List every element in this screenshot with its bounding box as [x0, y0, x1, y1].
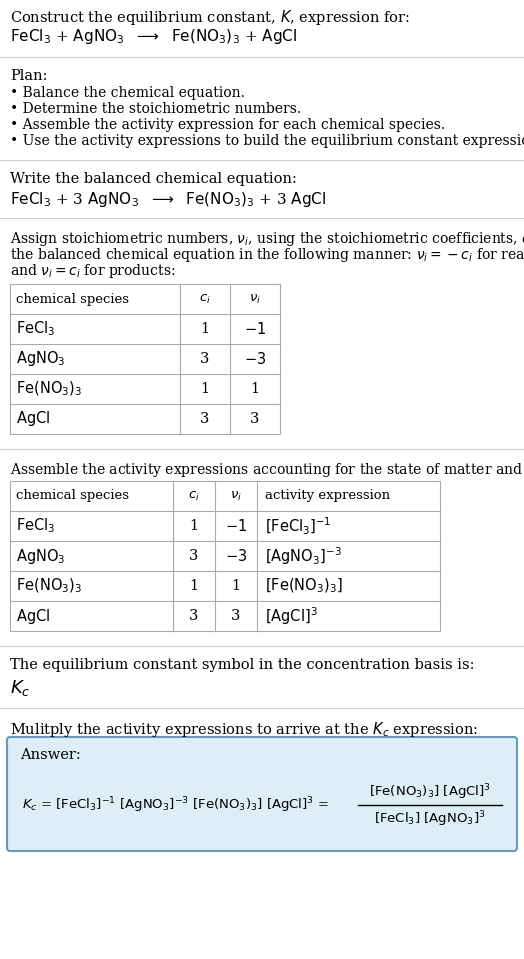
Text: Assign stoichiometric numbers, $\nu_i$, using the stoichiometric coefficients, $: Assign stoichiometric numbers, $\nu_i$, … — [10, 230, 524, 248]
Text: $[\mathrm{AgNO_3}]^{-3}$: $[\mathrm{AgNO_3}]^{-3}$ — [265, 545, 342, 567]
Text: 3: 3 — [250, 412, 260, 426]
Text: chemical species: chemical species — [16, 489, 129, 503]
Text: $\mathrm{FeCl_3}$: $\mathrm{FeCl_3}$ — [16, 517, 56, 535]
Text: $\mathrm{AgCl}$: $\mathrm{AgCl}$ — [16, 606, 50, 625]
Text: $K_c$ = $[\mathrm{FeCl_3}]^{-1}$ $[\mathrm{AgNO_3}]^{-3}$ $[\mathrm{Fe(NO_3)_3}]: $K_c$ = $[\mathrm{FeCl_3}]^{-1}$ $[\math… — [22, 795, 329, 815]
Text: $\mathrm{FeCl_3}$: $\mathrm{FeCl_3}$ — [16, 319, 56, 339]
Text: Plan:: Plan: — [10, 69, 48, 83]
Text: $\nu_i$: $\nu_i$ — [249, 292, 261, 306]
Text: 3: 3 — [189, 549, 199, 563]
Text: $[\mathrm{Fe(NO_3)_3}]\ [\mathrm{AgCl}]^3$: $[\mathrm{Fe(NO_3)_3}]\ [\mathrm{AgCl}]^… — [369, 783, 491, 802]
Text: 1: 1 — [201, 382, 210, 396]
Text: $c_i$: $c_i$ — [188, 489, 200, 503]
Text: Assemble the activity expressions accounting for the state of matter and $\nu_i$: Assemble the activity expressions accoun… — [10, 461, 524, 479]
Text: 3: 3 — [189, 609, 199, 623]
Text: 1: 1 — [201, 322, 210, 336]
Text: • Balance the chemical equation.: • Balance the chemical equation. — [10, 86, 245, 100]
Text: 1: 1 — [232, 579, 241, 593]
Text: 1: 1 — [250, 382, 259, 396]
FancyBboxPatch shape — [7, 737, 517, 851]
Text: $\mathrm{Fe(NO_3)_3}$: $\mathrm{Fe(NO_3)_3}$ — [16, 576, 82, 596]
Text: $\mathrm{AgNO_3}$: $\mathrm{AgNO_3}$ — [16, 547, 66, 566]
Text: $c_i$: $c_i$ — [199, 292, 211, 306]
Text: $[\mathrm{FeCl_3}]^{-1}$: $[\mathrm{FeCl_3}]^{-1}$ — [265, 515, 332, 536]
Text: $K_c$: $K_c$ — [10, 678, 30, 698]
Text: • Use the activity expressions to build the equilibrium constant expression.: • Use the activity expressions to build … — [10, 134, 524, 148]
Text: 3: 3 — [231, 609, 241, 623]
Text: $\mathrm{AgCl}$: $\mathrm{AgCl}$ — [16, 409, 50, 429]
Text: $\nu_i$: $\nu_i$ — [230, 489, 242, 503]
Text: 3: 3 — [200, 412, 210, 426]
Text: Write the balanced chemical equation:: Write the balanced chemical equation: — [10, 172, 297, 186]
Text: 1: 1 — [190, 579, 199, 593]
Text: Mulitply the activity expressions to arrive at the $K_c$ expression:: Mulitply the activity expressions to arr… — [10, 720, 478, 739]
Text: $-3$: $-3$ — [225, 548, 247, 564]
Bar — [10, 481, 440, 631]
Text: • Assemble the activity expression for each chemical species.: • Assemble the activity expression for e… — [10, 118, 445, 132]
Text: $[\mathrm{Fe(NO_3)_3}]$: $[\mathrm{Fe(NO_3)_3}]$ — [265, 576, 343, 596]
Text: activity expression: activity expression — [265, 489, 390, 503]
Text: The equilibrium constant symbol in the concentration basis is:: The equilibrium constant symbol in the c… — [10, 658, 475, 672]
Text: 3: 3 — [200, 352, 210, 366]
Text: $\mathrm{AgNO_3}$: $\mathrm{AgNO_3}$ — [16, 349, 66, 368]
Text: 1: 1 — [190, 519, 199, 533]
Text: $\mathrm{Fe(NO_3)_3}$: $\mathrm{Fe(NO_3)_3}$ — [16, 380, 82, 398]
Text: $\mathrm{FeCl_3}$ + 3 $\mathrm{AgNO_3}$  $\longrightarrow$  $\mathrm{Fe(NO_3)_3}: $\mathrm{FeCl_3}$ + 3 $\mathrm{AgNO_3}$ … — [10, 190, 326, 209]
Text: the balanced chemical equation in the following manner: $\nu_i = -c_i$ for react: the balanced chemical equation in the fo… — [10, 246, 524, 264]
Text: • Determine the stoichiometric numbers.: • Determine the stoichiometric numbers. — [10, 102, 301, 116]
Bar — [10, 284, 280, 434]
Text: $[\mathrm{AgCl}]^3$: $[\mathrm{AgCl}]^3$ — [265, 605, 318, 627]
Text: $[\mathrm{FeCl_3}]\ [\mathrm{AgNO_3}]^3$: $[\mathrm{FeCl_3}]\ [\mathrm{AgNO_3}]^3$ — [374, 809, 486, 829]
Text: $-1$: $-1$ — [244, 321, 266, 337]
Text: Construct the equilibrium constant, $K$, expression for:: Construct the equilibrium constant, $K$,… — [10, 8, 410, 27]
Text: $-3$: $-3$ — [244, 351, 266, 367]
Text: and $\nu_i = c_i$ for products:: and $\nu_i = c_i$ for products: — [10, 262, 176, 280]
Text: $-1$: $-1$ — [225, 518, 247, 534]
Text: chemical species: chemical species — [16, 292, 129, 306]
Text: Answer:: Answer: — [20, 748, 81, 762]
Text: $\mathrm{FeCl_3}$ + $\mathrm{AgNO_3}$  $\longrightarrow$  $\mathrm{Fe(NO_3)_3}$ : $\mathrm{FeCl_3}$ + $\mathrm{AgNO_3}$ $\… — [10, 27, 297, 46]
